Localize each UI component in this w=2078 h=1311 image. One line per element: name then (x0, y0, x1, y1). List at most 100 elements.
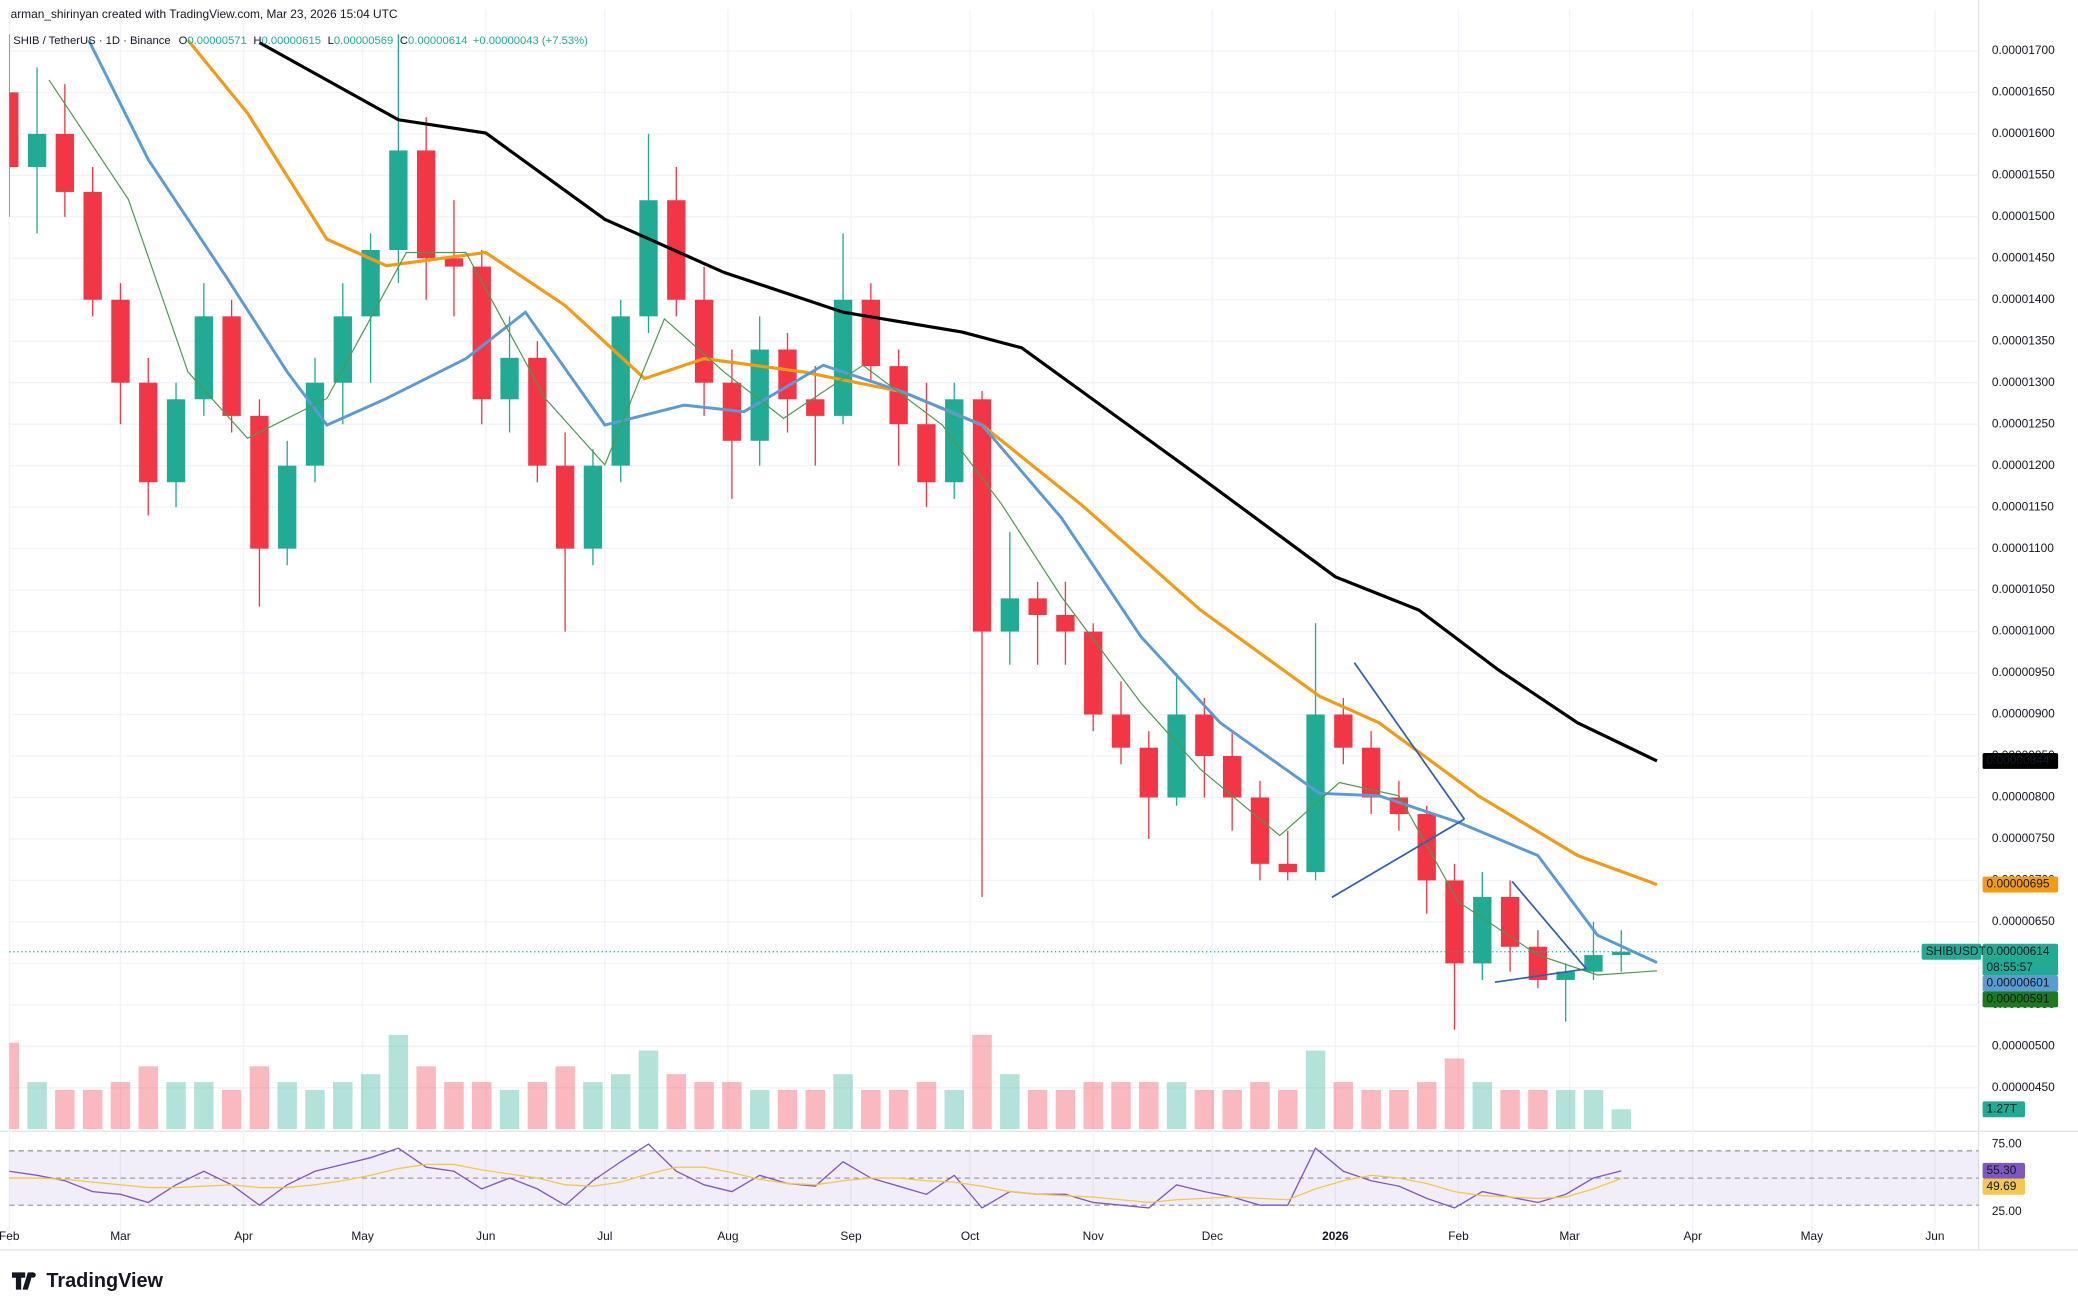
volume-layer (9, 1034, 1631, 1130)
candle-body (111, 299, 130, 383)
candle-body (139, 382, 158, 483)
trendline (1353, 662, 1466, 820)
volume-bar (138, 1066, 158, 1130)
ohlc-key: L (328, 35, 334, 47)
volume-bar (1055, 1089, 1076, 1130)
volume-bar (82, 1089, 103, 1130)
rsi-line (9, 1143, 1622, 1209)
x-tick-label: Sep (840, 1229, 862, 1243)
volume-bar (722, 1082, 742, 1130)
volume-bar (1000, 1074, 1020, 1130)
candle-body (861, 299, 881, 367)
candle-body (1556, 971, 1575, 980)
x-tick-label: Oct (961, 1229, 980, 1243)
volume-bar (388, 1034, 409, 1130)
y-tick-label: 0.00001250 (1992, 416, 2055, 430)
y-tick-label: 0.00001650 (1992, 85, 2055, 99)
volume-bar (527, 1082, 548, 1130)
x-tick-label: Feb (1448, 1229, 1469, 1243)
volume-bar (861, 1089, 881, 1130)
candle-body (1584, 955, 1603, 972)
ohlc-value: 0.00000569 (334, 35, 393, 47)
volume-bar (499, 1089, 520, 1130)
volume-bar (110, 1082, 131, 1130)
y-tick-label: 0.00000950 (1992, 665, 2055, 679)
candle-body (361, 249, 380, 317)
volume-bar (1361, 1089, 1381, 1130)
symbol-title: SHIB / TetherUS · 1D · Binance (13, 35, 170, 47)
price-tag (1982, 975, 2059, 992)
x-tick-label: May (351, 1229, 374, 1243)
candle-body (1417, 814, 1436, 881)
candle-body (166, 399, 186, 483)
y-tick-label: 0.00000450 (1992, 1080, 2055, 1094)
x-tick-label: Mar (1559, 1229, 1580, 1243)
candle-body (555, 465, 575, 549)
x-tick-label: Apr (234, 1229, 253, 1243)
y-tick-label: 0.00001150 (1992, 499, 2054, 513)
brand: TradingView (46, 1270, 163, 1292)
y-tick-label: 0.00000500 (1992, 1038, 2055, 1052)
x-tick-label: Mar (110, 1229, 131, 1243)
candle-body (1028, 598, 1047, 615)
candle-layer (9, 34, 1631, 1030)
volume-bar (1278, 1089, 1298, 1130)
price-tag-label: 0.00000601 (1987, 976, 2050, 990)
candle-body (389, 150, 408, 250)
volume-bar (944, 1089, 964, 1130)
volume-bar (1611, 1109, 1631, 1130)
price-tag-label: 0.00000844 (1987, 753, 2050, 767)
volume-bar (805, 1089, 825, 1130)
candle-body (1612, 951, 1631, 956)
trendline-drawings (1331, 662, 1587, 984)
volume-bar (1444, 1058, 1465, 1130)
attribution: arman_shirinyan created with TradingView… (11, 7, 398, 21)
candle-body (583, 465, 603, 549)
candle-body (806, 399, 825, 416)
candle-body (1528, 946, 1548, 980)
x-tick-label: Jul (597, 1229, 612, 1243)
volume-bar (666, 1074, 687, 1130)
x-tick-label: May (1801, 1229, 1824, 1243)
symbol-tag-label: SHIBUSDT (1926, 944, 1986, 958)
volume-bar (1139, 1082, 1159, 1130)
ohlc-key: C (400, 35, 408, 47)
volume-bar (194, 1082, 214, 1130)
volume-bar (1416, 1082, 1437, 1130)
volume-bar (638, 1050, 659, 1130)
candle-body (305, 382, 325, 466)
volume-bar (444, 1082, 464, 1130)
x-tick-label: Jun (476, 1229, 495, 1243)
volume-bar (9, 1042, 20, 1130)
y-tick-label: 0.00001000 (1992, 624, 2055, 638)
candle-body (917, 424, 936, 483)
candle-body (278, 465, 297, 549)
candle-body (1334, 714, 1353, 748)
price-tag (1982, 753, 2059, 769)
volume-bar (166, 1082, 186, 1130)
volume-bar (333, 1082, 353, 1130)
price-tag (1982, 876, 2059, 893)
volume-bar (777, 1089, 798, 1130)
volume-bar (749, 1089, 770, 1130)
rsi-tag-label: 49.69 (1987, 1179, 2017, 1193)
candle-body (1361, 747, 1381, 798)
volume-bar (1083, 1082, 1103, 1130)
candle-body (1222, 755, 1242, 798)
price-tag (1982, 991, 2059, 1008)
volume-bar (1528, 1089, 1548, 1130)
candle-body (27, 133, 47, 168)
volume-bar (1333, 1082, 1354, 1130)
volume-bar (1555, 1089, 1576, 1130)
y-tick-label: 0.00001700 (1992, 43, 2055, 57)
candle-body (889, 366, 908, 425)
rsi-tag-label: 55.30 (1987, 1163, 2017, 1177)
candle-body (472, 266, 491, 400)
candle-body (639, 200, 658, 317)
candle-body (250, 415, 269, 549)
y-tick-label: 0.00000900 (1992, 707, 2055, 721)
candle-body (1445, 880, 1464, 964)
volume-bar (1166, 1082, 1187, 1130)
volume-bar (694, 1082, 714, 1130)
volume-bar (888, 1089, 909, 1130)
